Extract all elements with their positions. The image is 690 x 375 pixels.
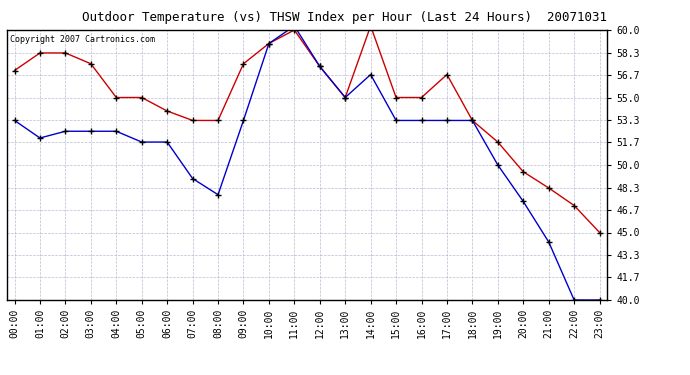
Text: Outdoor Temperature (vs) THSW Index per Hour (Last 24 Hours)  20071031: Outdoor Temperature (vs) THSW Index per … — [83, 11, 607, 24]
Text: Copyright 2007 Cartronics.com: Copyright 2007 Cartronics.com — [10, 35, 155, 44]
